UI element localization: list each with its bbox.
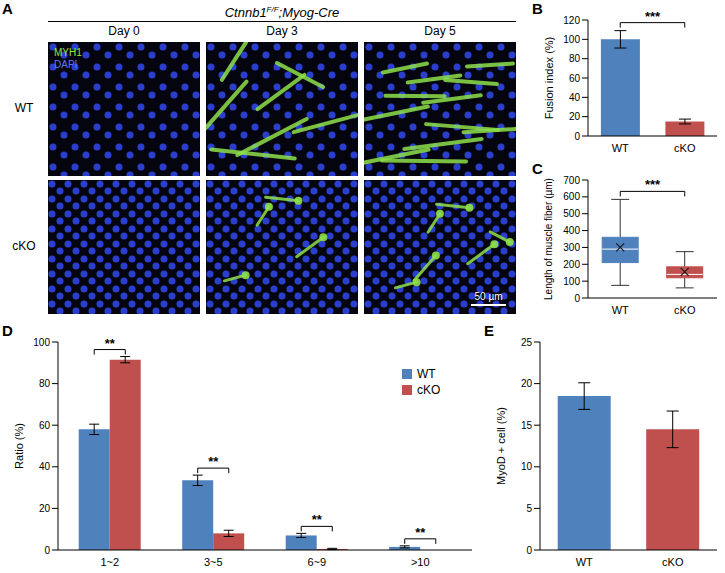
svg-text:15: 15	[521, 420, 533, 431]
svg-text:300: 300	[563, 242, 580, 253]
svg-text:500: 500	[563, 208, 580, 219]
svg-text:**: **	[312, 512, 323, 527]
svg-text:700: 700	[563, 175, 580, 186]
svg-text:0: 0	[574, 131, 580, 142]
svg-text:5: 5	[526, 503, 532, 514]
svg-text:WT: WT	[612, 142, 629, 154]
svg-text:25: 25	[521, 337, 533, 348]
html-text:B: B	[532, 0, 543, 17]
html-text:Ctnnb1F/F;Myog-Cre: Ctnnb1F/F;Myog-Cre	[224, 5, 340, 21]
svg-text:DAPI: DAPI	[54, 59, 77, 70]
html-text:Day 0: Day 0	[108, 24, 140, 38]
svg-text:WT: WT	[576, 556, 593, 568]
html-text:Fusion index (%): Fusion index (%)	[543, 36, 555, 120]
html-text:Day 3: Day 3	[266, 24, 298, 38]
svg-text:400: 400	[563, 225, 580, 236]
svg-text:60: 60	[39, 420, 51, 431]
svg-text:200: 200	[563, 259, 580, 270]
svg-text:40: 40	[39, 461, 51, 472]
svg-text:**: **	[208, 454, 219, 469]
html-text:D: D	[2, 322, 13, 339]
svg-text:100: 100	[563, 34, 580, 45]
html-text:WT: WT	[14, 101, 34, 115]
svg-text:***: ***	[645, 177, 661, 192]
svg-text:120: 120	[563, 15, 580, 26]
svg-text:0: 0	[526, 545, 532, 556]
svg-text:100: 100	[563, 276, 580, 287]
svg-text:60: 60	[569, 73, 581, 84]
html-text:WT: WT	[417, 367, 436, 381]
html-text:cKO: cKO	[12, 239, 36, 253]
svg-text:40: 40	[569, 92, 581, 103]
svg-text:cKO: cKO	[662, 556, 684, 568]
svg-text:cKO: cKO	[674, 142, 696, 154]
html-text:E: E	[484, 322, 494, 339]
html-text:Ratio (%): Ratio (%)	[13, 423, 25, 469]
svg-text:20: 20	[521, 378, 533, 389]
svg-text:>10: >10	[411, 556, 430, 568]
html-text:Length of muscle fiber (µm): Length of muscle fiber (µm)	[543, 178, 554, 300]
svg-text:***: ***	[645, 9, 661, 24]
svg-text:MYH1: MYH1	[54, 47, 82, 58]
svg-text:6~9: 6~9	[307, 556, 326, 568]
svg-text:0: 0	[44, 545, 50, 556]
svg-text:cKO: cKO	[674, 304, 696, 316]
html-text:MyoD + cell (%): MyoD + cell (%)	[495, 407, 507, 485]
html-text:cKO: cKO	[417, 383, 441, 397]
svg-text:0: 0	[574, 293, 580, 304]
html-text:Day 5: Day 5	[424, 24, 456, 38]
svg-text:WT: WT	[612, 304, 629, 316]
svg-text:20: 20	[39, 503, 51, 514]
svg-text:**: **	[415, 525, 426, 540]
svg-text:80: 80	[569, 53, 581, 64]
svg-text:3~5: 3~5	[204, 556, 223, 568]
svg-text:1~2: 1~2	[100, 556, 119, 568]
svg-text:100: 100	[33, 337, 50, 348]
html-text:A: A	[2, 0, 13, 17]
html-text:C: C	[532, 160, 543, 177]
svg-text:**: **	[105, 336, 116, 351]
svg-text:80: 80	[39, 378, 51, 389]
svg-text:20: 20	[569, 111, 581, 122]
svg-text:600: 600	[563, 191, 580, 202]
svg-text:10: 10	[521, 461, 533, 472]
svg-text:50 µm: 50 µm	[475, 291, 503, 302]
